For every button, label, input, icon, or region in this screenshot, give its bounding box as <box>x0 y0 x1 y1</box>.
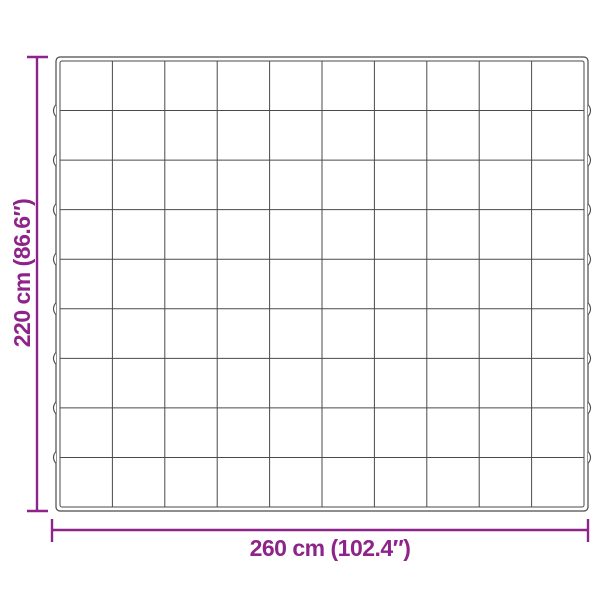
edge-pucker-right <box>587 451 592 464</box>
edge-pucker-right <box>587 351 592 365</box>
edge-pucker-left <box>52 203 57 217</box>
edge-pucker-left <box>52 302 57 316</box>
edge-pucker-left <box>52 153 57 167</box>
edge-pucker-left <box>52 451 57 464</box>
edge-pucker-left <box>52 351 57 365</box>
edge-pucker-right <box>587 252 592 266</box>
edge-pucker-right <box>587 153 592 167</box>
edge-pucker-right <box>587 302 592 316</box>
edge-pucker-right <box>587 401 592 415</box>
edge-pucker-right <box>587 104 592 117</box>
edge-pucker-left <box>52 252 57 266</box>
height-dimension-label: 220 cm (86.6″) <box>9 199 35 348</box>
edge-pucker-right <box>587 203 592 217</box>
edge-pucker-left <box>52 401 57 415</box>
width-dimension-label: 260 cm (102.4″) <box>250 535 411 561</box>
width-dimension: 260 cm (102.4″) <box>50 519 590 561</box>
edge-pucker-left <box>52 104 57 117</box>
height-dimension: 220 cm (86.6″) <box>9 55 48 513</box>
blanket <box>52 56 592 512</box>
